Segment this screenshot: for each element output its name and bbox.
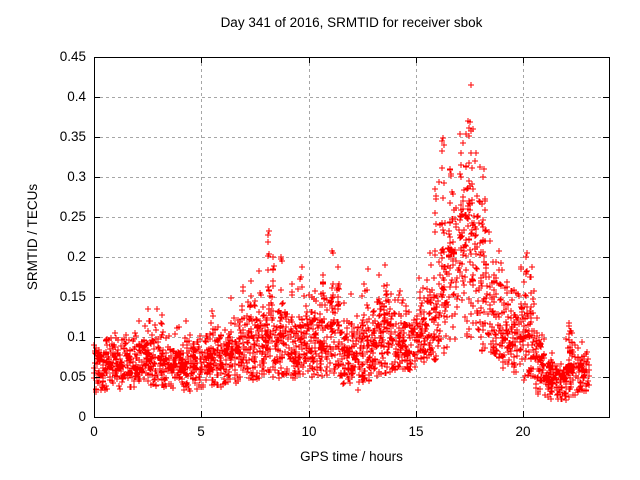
x-tick-label: 0 <box>90 424 98 439</box>
y-tick-label: 0 <box>78 409 86 424</box>
x-tick-label: 15 <box>408 424 424 439</box>
x-tick-label: 5 <box>197 424 205 439</box>
scatter-points <box>91 82 592 403</box>
x-axis-label: GPS time / hours <box>300 449 403 464</box>
y-tick-label: 0.05 <box>59 369 86 384</box>
plot-border <box>94 57 610 418</box>
y-tick-label: 0.1 <box>67 329 86 344</box>
y-tick-label: 0.4 <box>67 89 86 104</box>
y-tick-label: 0.15 <box>59 289 86 304</box>
y-tick-label: 0.2 <box>67 249 86 264</box>
y-tick-label: 0.25 <box>59 209 86 224</box>
y-tick-label: 0.45 <box>59 49 86 64</box>
y-tick-label: 0.35 <box>59 129 86 144</box>
x-tick-label: 10 <box>301 424 317 439</box>
chart-title: Day 341 of 2016, SRMTID for receiver sbo… <box>220 15 483 30</box>
x-tick-label: 20 <box>515 424 531 439</box>
y-tick-label: 0.3 <box>67 169 86 184</box>
